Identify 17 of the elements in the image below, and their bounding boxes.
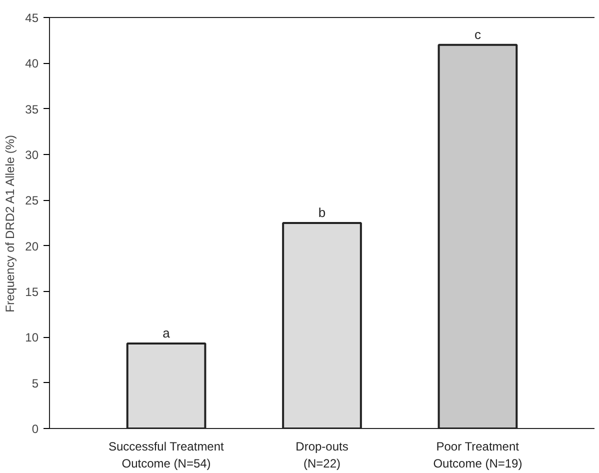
y-tick-label: 45 (25, 11, 39, 25)
y-tick-label: 0 (32, 422, 39, 436)
annotation: c (474, 26, 482, 42)
y-tick-label: 20 (25, 239, 39, 254)
x-tick-label: Drop-outs (N=22) (296, 440, 348, 470)
y-tick-label: 35 (25, 102, 39, 116)
y-tick-label: 15 (25, 285, 39, 299)
y-tick-label: 5 (32, 376, 39, 390)
y-tick-label: 10 (25, 330, 39, 345)
annotation: b (318, 205, 326, 220)
y-tick-label: 40 (25, 56, 39, 71)
x-tick-label: Successful Treatment Outcome (N=54) (108, 440, 225, 470)
annotation: a (162, 326, 171, 341)
y-tick-label: 25 (25, 194, 39, 208)
y-axis-title: Frequency of DRD2 A1 Allele (%) (3, 134, 18, 312)
x-tick-label: Poor Treatment Outcome (N=19) (433, 440, 522, 470)
y-tick-label: 30 (25, 148, 39, 162)
